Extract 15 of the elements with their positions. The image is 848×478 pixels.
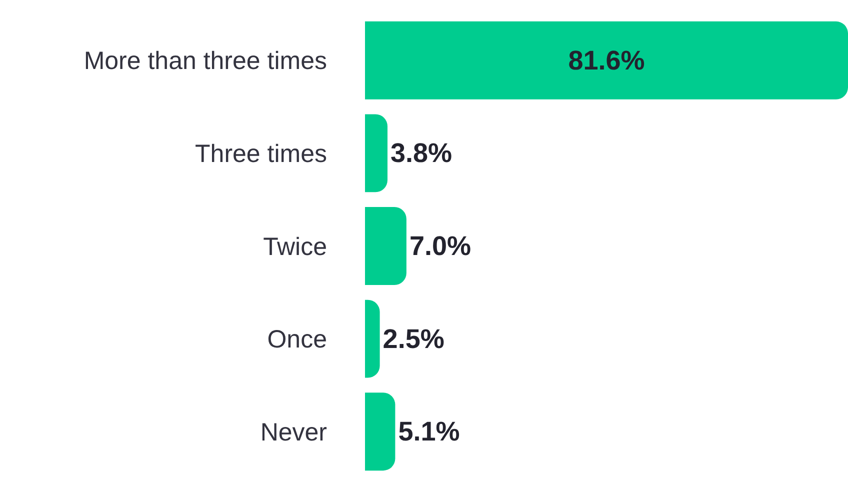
bar bbox=[365, 207, 406, 285]
data-label: 5.1% bbox=[398, 416, 460, 447]
bar bbox=[365, 114, 388, 192]
y-tick-label: Never bbox=[260, 418, 327, 446]
data-label: 2.5% bbox=[382, 324, 444, 354]
y-tick-label: Once bbox=[267, 326, 327, 354]
bar bbox=[365, 392, 396, 471]
bar bbox=[365, 300, 380, 378]
data-label: 7.0% bbox=[409, 231, 471, 261]
data-label: 81.6% bbox=[568, 45, 645, 76]
y-tick-label: Twice bbox=[263, 232, 327, 261]
data-label: 3.8% bbox=[390, 138, 452, 168]
bar bbox=[365, 21, 848, 100]
y-tick-label: Three times bbox=[195, 140, 327, 168]
y-tick-label: More than three times bbox=[84, 47, 327, 76]
